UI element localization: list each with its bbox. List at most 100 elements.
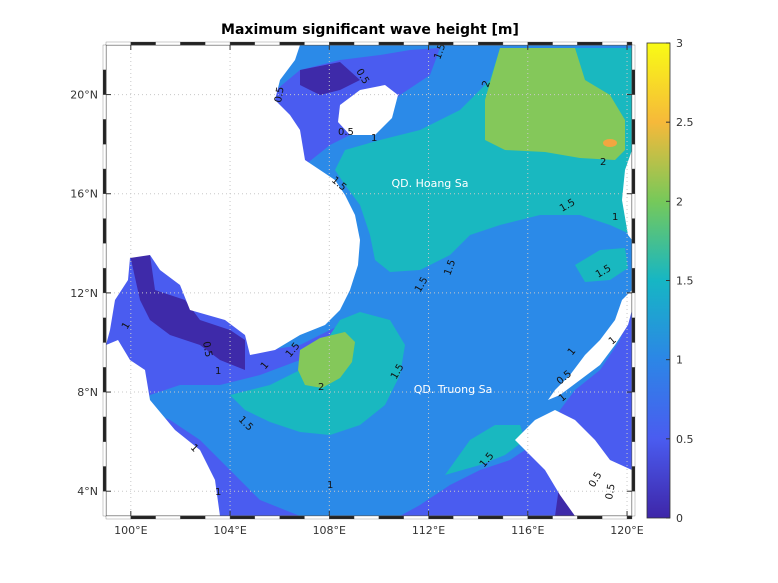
frame-segment	[478, 515, 504, 520]
frame-segment	[631, 416, 636, 442]
frame-segment	[155, 41, 181, 46]
frame-segment	[631, 441, 636, 467]
frame-segment	[102, 44, 107, 70]
frame-segment	[229, 41, 256, 46]
grid-lines	[106, 45, 632, 516]
frame-segment	[378, 41, 404, 46]
frame-segment	[527, 41, 553, 46]
contour-label: 1	[120, 320, 133, 331]
frame-segment	[205, 515, 231, 520]
frame-segment	[102, 416, 107, 442]
region-northeast-max	[485, 48, 625, 160]
contour-label: 1	[215, 366, 221, 377]
frame-segment	[180, 515, 206, 520]
frame-segment	[102, 144, 107, 170]
frame-segment	[631, 367, 636, 393]
frame-segment	[453, 515, 479, 520]
contour-label: 0.5	[338, 127, 354, 138]
frame-segment	[102, 317, 107, 343]
frame-segment	[631, 317, 636, 343]
frame-segment	[631, 466, 636, 492]
frame-segment	[631, 292, 636, 318]
frame-segment	[631, 119, 636, 145]
frame-segment	[631, 491, 636, 517]
chart-title: Maximum significant wave height [m]	[221, 22, 519, 38]
frame-segment	[631, 267, 636, 294]
y-tick-label: 16°N	[70, 188, 98, 201]
frame-segment	[254, 515, 280, 520]
land-luzon	[622, 150, 632, 240]
x-tick-label: 100°E	[114, 524, 147, 537]
region-peak	[603, 139, 617, 147]
frame-segment	[102, 218, 107, 244]
frame-segment	[304, 515, 330, 520]
contour-label: 1	[612, 212, 618, 223]
frame-segment	[602, 41, 628, 46]
frame-segment	[631, 218, 636, 244]
frame-segment	[631, 342, 636, 368]
land-hainan	[338, 85, 398, 135]
land-borneo	[515, 410, 632, 516]
frame-segment	[428, 515, 454, 520]
frame-segment	[102, 342, 107, 368]
frame-segment	[378, 515, 404, 520]
frame-segment	[102, 466, 107, 492]
region-southeast-patch	[445, 425, 525, 475]
frame-segment	[602, 515, 628, 520]
frame-segment	[502, 515, 528, 520]
land-mainland	[106, 45, 360, 355]
frame-segment	[279, 515, 305, 520]
contour-label: 1	[557, 392, 569, 405]
x-tick-label: 104°E	[213, 524, 246, 537]
axis-ticks: 100°E 104°E 108°E 112°E 116°E 120°E 4°N 8°N 12°N…	[70, 41, 644, 537]
frame-segment	[102, 267, 107, 294]
frame-segment	[102, 94, 107, 120]
contour-label: 1	[566, 346, 579, 358]
contour-label: 2	[480, 79, 493, 89]
frame-segment	[102, 69, 107, 95]
frame-segment	[626, 515, 633, 520]
contour-label: 0.5	[273, 86, 287, 104]
contour-label: 0.5	[200, 341, 214, 359]
frame-segment	[577, 41, 603, 46]
frame-segment	[631, 391, 636, 417]
frame-segment	[102, 391, 107, 417]
frame-segment	[102, 441, 107, 467]
region-low-waves-tonkin	[300, 62, 360, 95]
y-tick-label: 8°N	[77, 386, 98, 399]
colorbar-tick-label: 2	[676, 195, 683, 208]
frame-segment	[102, 193, 107, 219]
frame-segment	[453, 41, 479, 46]
frame-segment	[329, 41, 355, 46]
contour-label: 1	[259, 360, 272, 372]
frame-segment	[102, 119, 107, 145]
frame-segment	[552, 41, 578, 46]
frame-segment	[180, 41, 206, 46]
frame-segment	[229, 515, 256, 520]
y-tick-label: 4°N	[77, 485, 98, 498]
frame-segment	[155, 515, 181, 520]
colorbar-tick-label: 1.5	[676, 275, 694, 288]
x-tick-label: 120°E	[610, 524, 643, 537]
y-tick-label: 12°N	[70, 287, 98, 300]
contour-label: 1	[371, 133, 377, 144]
land-philippines	[548, 290, 632, 400]
region-east-patch	[575, 248, 628, 282]
x-tick-label: 108°E	[313, 524, 346, 537]
frame-segment	[130, 515, 156, 520]
frame-segment	[527, 515, 553, 520]
frame-segment	[626, 41, 633, 46]
frame-segment	[304, 41, 330, 46]
frame-segment	[105, 515, 131, 520]
x-tick-label: 116°E	[511, 524, 544, 537]
contour-label: 2	[318, 382, 324, 393]
frame-segment	[329, 515, 355, 520]
frame-segment	[631, 44, 636, 70]
colorbar-tick-label: 3	[676, 37, 683, 50]
frame-segment	[502, 41, 528, 46]
contour-label: 1	[327, 480, 333, 491]
frame-segment	[631, 69, 636, 95]
frame-segment	[279, 41, 305, 46]
contour-label: 1	[607, 335, 619, 348]
frame-segment	[631, 193, 636, 219]
